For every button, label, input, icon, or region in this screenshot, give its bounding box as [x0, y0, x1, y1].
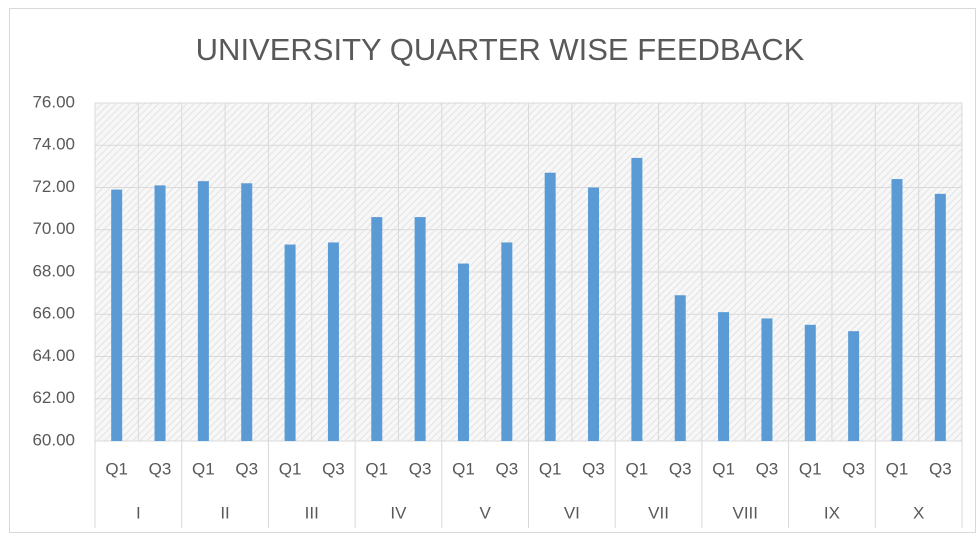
x-tick-label: Q3 — [669, 459, 692, 478]
group-label: IX — [824, 503, 840, 522]
x-tick-label: Q1 — [626, 459, 649, 478]
y-tick-label: 74.00 — [32, 135, 75, 154]
x-tick-label: Q1 — [365, 459, 388, 478]
bar — [457, 263, 469, 441]
group-label: V — [479, 503, 491, 522]
bar — [848, 331, 860, 441]
bar — [241, 183, 253, 441]
y-tick-label: 68.00 — [32, 261, 75, 280]
x-tick-label: Q1 — [539, 459, 562, 478]
bar — [718, 312, 730, 441]
bar — [934, 193, 946, 441]
bar — [631, 157, 643, 442]
group-label: I — [136, 503, 141, 522]
bar — [891, 179, 903, 442]
x-tick-label: Q1 — [279, 459, 302, 478]
y-tick-label: 72.00 — [32, 177, 75, 196]
group-label: VI — [564, 503, 580, 522]
x-tick-label: Q1 — [712, 459, 735, 478]
x-tick-label: Q3 — [495, 459, 518, 478]
bar — [327, 242, 339, 441]
bar — [197, 181, 209, 441]
group-label: VII — [648, 503, 669, 522]
y-tick-label: 64.00 — [32, 346, 75, 365]
x-tick-label: Q1 — [192, 459, 215, 478]
bar — [674, 295, 686, 441]
bar — [761, 318, 773, 441]
group-label: X — [913, 503, 924, 522]
x-tick-label: Q1 — [799, 459, 822, 478]
x-tick-label: Q3 — [235, 459, 258, 478]
y-tick-label: 60.00 — [32, 430, 75, 449]
x-tick-label: Q3 — [322, 459, 345, 478]
group-label: VIII — [732, 503, 758, 522]
bar — [111, 189, 123, 441]
x-tick-label: Q1 — [105, 459, 128, 478]
x-tick-label: Q3 — [582, 459, 605, 478]
bar — [501, 242, 513, 441]
x-tick-label: Q3 — [149, 459, 172, 478]
x-tick-label: Q3 — [842, 459, 865, 478]
bar — [544, 172, 556, 441]
y-tick-label: 76.00 — [32, 92, 75, 111]
y-tick-label: 66.00 — [32, 304, 75, 323]
x-tick-label: Q1 — [452, 459, 475, 478]
group-label: IV — [390, 503, 407, 522]
chart-title: UNIVERSITY QUARTER WISE FEEDBACK — [196, 32, 805, 67]
bar — [154, 185, 166, 441]
y-tick-label: 70.00 — [32, 219, 75, 238]
group-label: II — [220, 503, 229, 522]
x-tick-label: Q1 — [886, 459, 909, 478]
bar — [804, 324, 816, 441]
y-tick-label: 62.00 — [32, 388, 75, 407]
x-tick-label: Q3 — [409, 459, 432, 478]
x-tick-label: Q3 — [756, 459, 779, 478]
bar — [371, 217, 383, 441]
bar — [588, 187, 600, 441]
bar — [284, 244, 296, 441]
group-label: III — [305, 503, 319, 522]
bar — [414, 217, 426, 441]
x-tick-label: Q3 — [929, 459, 952, 478]
